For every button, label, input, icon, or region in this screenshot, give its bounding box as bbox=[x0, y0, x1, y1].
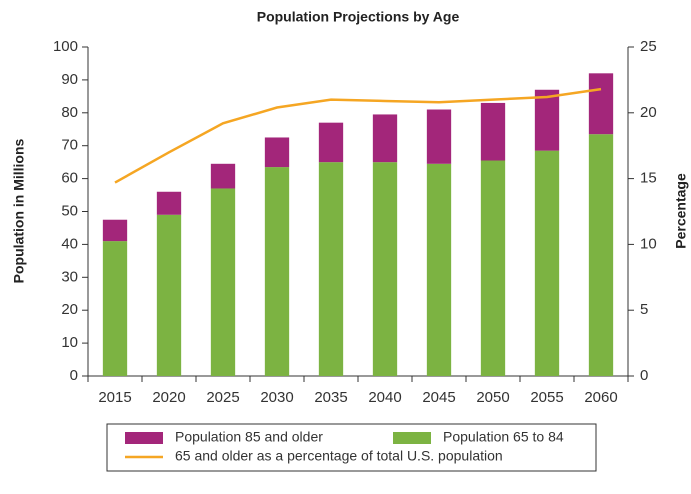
y2-tick-label: 5 bbox=[640, 301, 648, 318]
legend-frame bbox=[106, 423, 597, 472]
chart-title: Population Projections by Age bbox=[257, 9, 460, 25]
bar bbox=[588, 134, 614, 376]
y-tick-label: 10 bbox=[61, 334, 78, 351]
legend-label: 65 and older as a percentage of total U.… bbox=[175, 448, 503, 464]
bar bbox=[210, 188, 236, 376]
legend-label: Population 65 to 84 bbox=[443, 429, 564, 445]
x-tick-label: 2030 bbox=[260, 389, 293, 406]
y-tick-label: 30 bbox=[61, 268, 78, 285]
x-tick-label: 2055 bbox=[530, 389, 563, 406]
x-tick-label: 2020 bbox=[152, 389, 185, 406]
y2-tick-label: 20 bbox=[640, 104, 657, 121]
bar bbox=[534, 150, 560, 376]
y2-axis-label: Percentage bbox=[673, 173, 689, 249]
y-tick-label: 20 bbox=[61, 301, 78, 318]
y2-tick-label: 0 bbox=[640, 367, 648, 384]
bar bbox=[102, 241, 128, 376]
bar bbox=[264, 167, 290, 376]
y2-tick-label: 15 bbox=[640, 170, 657, 187]
bar bbox=[156, 191, 182, 215]
y-tick-label: 70 bbox=[61, 137, 78, 154]
y-tick-label: 50 bbox=[61, 202, 78, 219]
y-tick-label: 80 bbox=[61, 104, 78, 121]
bar bbox=[426, 163, 452, 376]
y2-tick-label: 10 bbox=[640, 235, 657, 252]
legend-swatch bbox=[125, 432, 163, 444]
x-tick-label: 2025 bbox=[206, 389, 239, 406]
y-tick-label: 40 bbox=[61, 235, 78, 252]
y2-tick-label: 25 bbox=[640, 38, 657, 55]
bar bbox=[210, 163, 236, 189]
legend-swatch bbox=[393, 432, 431, 444]
y-tick-label: 90 bbox=[61, 71, 78, 88]
x-tick-label: 2040 bbox=[368, 389, 401, 406]
bar bbox=[534, 89, 560, 151]
line bbox=[114, 87, 602, 184]
bar bbox=[372, 114, 398, 163]
bar bbox=[588, 73, 614, 135]
y-tick-label: 60 bbox=[61, 170, 78, 187]
bar bbox=[372, 162, 398, 376]
x-tick-label: 2060 bbox=[584, 389, 617, 406]
bar bbox=[426, 109, 452, 164]
bar bbox=[156, 214, 182, 376]
bar bbox=[480, 160, 506, 376]
x-tick-label: 2015 bbox=[98, 389, 131, 406]
x-tick-label: 2035 bbox=[314, 389, 347, 406]
y-tick-label: 0 bbox=[70, 367, 78, 384]
bar bbox=[480, 102, 506, 161]
x-tick-label: 2050 bbox=[476, 389, 509, 406]
bar bbox=[102, 219, 128, 242]
y-axis-label: Population in Millions bbox=[11, 138, 27, 283]
x-tick-label: 2045 bbox=[422, 389, 455, 406]
bar bbox=[318, 162, 344, 376]
bar bbox=[318, 122, 344, 163]
y-tick-label: 100 bbox=[53, 38, 78, 55]
bar bbox=[264, 137, 290, 168]
legend-label: Population 85 and older bbox=[175, 429, 323, 445]
